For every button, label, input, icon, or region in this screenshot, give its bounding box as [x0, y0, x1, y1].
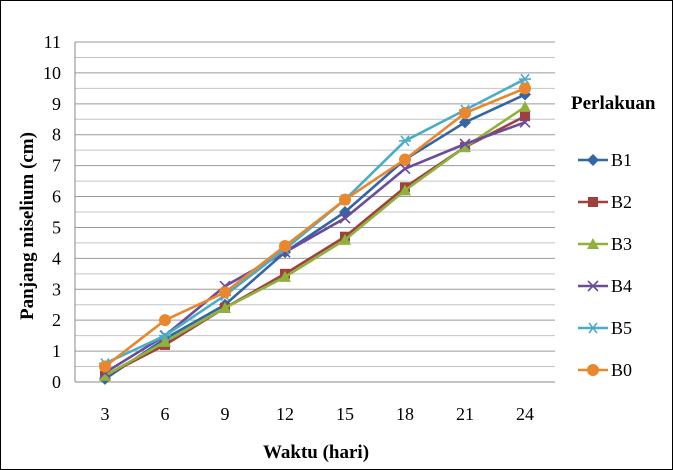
- data-point: [519, 73, 531, 85]
- data-point: [219, 301, 231, 313]
- data-point: [519, 82, 531, 95]
- y-tick-label: 5: [52, 217, 61, 237]
- y-tick-label: 7: [52, 156, 61, 176]
- marker-stroke: [519, 116, 531, 128]
- data-point: [159, 330, 171, 342]
- legend-item-b0: B0: [578, 360, 632, 380]
- data-point: [399, 135, 411, 147]
- y-tick-label: 3: [52, 279, 61, 299]
- legend-label: B5: [611, 318, 632, 338]
- data-point: [519, 100, 531, 112]
- y-tick-label: 10: [43, 63, 61, 83]
- marker-stroke: [160, 330, 170, 342]
- marker-stroke: [588, 322, 598, 334]
- legend-label: B2: [611, 192, 632, 212]
- marker-stroke: [520, 73, 530, 85]
- legend-marker: [587, 322, 599, 334]
- data-point: [459, 141, 471, 153]
- legend-label: B4: [611, 276, 632, 296]
- series-b3: [99, 100, 531, 381]
- legend-label: B1: [611, 150, 632, 170]
- y-tick-label: 6: [52, 187, 61, 207]
- legend-item-b5: B5: [578, 318, 632, 338]
- y-tick-label: 2: [52, 310, 61, 330]
- data-point: [339, 193, 351, 206]
- x-tick-label: 6: [161, 404, 170, 424]
- data-point: [279, 240, 291, 252]
- y-tick-label: 4: [52, 248, 61, 268]
- y-tick-label: 1: [52, 341, 61, 361]
- x-tick-label: 12: [276, 404, 294, 424]
- legend-item-b4: B4: [578, 276, 632, 296]
- legend-title: Perlakuan: [571, 93, 656, 114]
- x-tick-label: 9: [221, 404, 230, 424]
- data-point: [99, 369, 111, 381]
- data-point: [459, 116, 471, 129]
- data-point: [399, 184, 411, 196]
- x-axis-title: Waktu (hari): [263, 442, 369, 463]
- y-tick-label: 8: [52, 125, 61, 145]
- x-tick-label: 21: [456, 404, 474, 424]
- legend-item-b3: B3: [578, 234, 632, 254]
- data-point: [520, 111, 530, 122]
- data-point: [399, 153, 411, 166]
- legend-marker: [587, 364, 599, 376]
- x-tick-label: 15: [336, 404, 354, 424]
- axes: [74, 42, 555, 383]
- legend-label: B0: [611, 360, 632, 380]
- marker-stroke: [459, 138, 471, 150]
- marker-stroke: [399, 163, 411, 175]
- x-tick-label: 18: [396, 404, 414, 424]
- legend-marker: [587, 238, 599, 249]
- gridlines: [75, 41, 555, 383]
- x-tick-label: 24: [516, 404, 534, 424]
- data-point: [519, 116, 531, 128]
- marker-stroke: [400, 135, 410, 147]
- data-point: [99, 360, 111, 373]
- data-point: [399, 163, 411, 175]
- data-point: [459, 138, 471, 150]
- series-line: [104, 93, 526, 380]
- series-layer: [99, 73, 531, 385]
- legend-item-b1: B1: [578, 150, 632, 170]
- series-b0: [99, 82, 531, 373]
- legend-marker: [587, 280, 599, 292]
- data-point: [219, 286, 231, 299]
- legend-item-b2: B2: [578, 192, 632, 212]
- x-tick-label: 3: [101, 404, 110, 424]
- y-tick-label: 9: [52, 94, 61, 114]
- y-axis-title: Panjang miselium (cm): [17, 132, 38, 320]
- legend-marker: [588, 197, 598, 207]
- data-point: [459, 107, 471, 120]
- y-tick-label: 11: [44, 32, 61, 52]
- legend: B1 B2 B3 B4 B5 B0: [578, 150, 632, 380]
- data-point: [339, 233, 351, 245]
- y-tick-label: 0: [52, 372, 61, 392]
- data-point: [159, 335, 171, 347]
- data-point: [339, 212, 351, 224]
- marker-stroke: [587, 280, 599, 292]
- y-tick-labels: 0 1 2 3 4 5 6 7 8 9 10 11: [43, 32, 61, 392]
- x-tick-labels: 3 6 9 12 15 18 21 24: [101, 404, 535, 424]
- data-point: [279, 270, 291, 282]
- legend-label: B3: [611, 234, 632, 254]
- series-line: [104, 105, 526, 377]
- series-line: [104, 87, 526, 368]
- legend-marker: [587, 154, 599, 166]
- marker-stroke: [339, 212, 351, 224]
- data-point: [159, 314, 171, 327]
